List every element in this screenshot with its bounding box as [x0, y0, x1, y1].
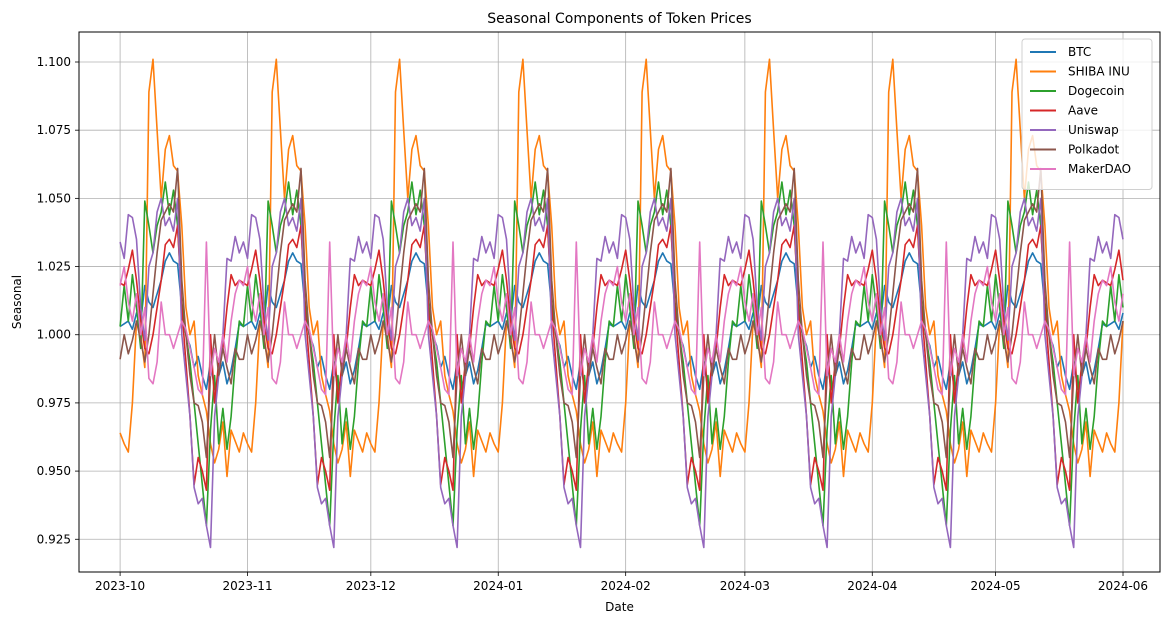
- series-line-aave: [119, 224, 1124, 492]
- y-tick-label: 1.000: [37, 328, 71, 342]
- y-tick-label: 0.975: [37, 396, 71, 410]
- legend-label: SHIBA INU: [1068, 65, 1130, 79]
- legend-label: Dogecoin: [1068, 84, 1124, 98]
- x-tick-label: 2024-01: [473, 579, 523, 593]
- x-tick-label: 2023-12: [346, 579, 396, 593]
- legend-label: MakerDAO: [1068, 162, 1131, 176]
- legend-box: [1021, 38, 1153, 190]
- series-lines: [119, 58, 1124, 549]
- x-tick-label: 2024-04: [847, 579, 897, 593]
- legend: BTC SHIBA INU Dogecoin Aave Uniswap Polkadot M…: [1021, 38, 1153, 190]
- series-line-shiba-inu: [119, 58, 1124, 478]
- series-line-makerdao: [119, 241, 1124, 396]
- x-tick-label: 2024-03: [720, 579, 770, 593]
- legend-item: Dogecoin: [1030, 84, 1124, 98]
- series-line-polkadot: [119, 167, 1124, 459]
- legend-label: Polkadot: [1068, 143, 1120, 157]
- x-tick-label: 2023-10: [95, 579, 145, 593]
- y-tick-label: 0.925: [37, 532, 71, 546]
- y-axis-label: Seasonal: [10, 275, 24, 329]
- legend-item: SHIBA INU: [1030, 65, 1130, 79]
- y-tick-label: 1.025: [37, 260, 71, 274]
- legend-label: BTC: [1068, 45, 1091, 59]
- y-axis-ticks: 0.925 0.950 0.975 1.000 1.025 1.050 1.075 1.100: [37, 55, 79, 546]
- series-line-uniswap: [119, 197, 1124, 549]
- y-tick-label: 1.050: [37, 191, 71, 205]
- legend-item: MakerDAO: [1030, 162, 1131, 176]
- y-tick-label: 0.950: [37, 464, 71, 478]
- x-tick-label: 2024-06: [1098, 579, 1148, 593]
- x-tick-label: 2023-11: [222, 579, 272, 593]
- y-tick-label: 1.075: [37, 123, 71, 137]
- plot-frame: [78, 31, 1161, 573]
- x-tick-label: 2024-02: [601, 579, 651, 593]
- y-tick-label: 1.100: [37, 55, 71, 69]
- x-axis-label: Date: [605, 600, 634, 614]
- x-axis-ticks: 2023-10 2023-11 2023-12 2024-01 2024-02 2024-…: [95, 572, 1148, 593]
- legend-item: Aave: [1030, 104, 1098, 118]
- legend-label: Aave: [1068, 104, 1098, 118]
- legend-item: BTC: [1030, 45, 1091, 59]
- chart-title: Seasonal Components of Token Prices: [487, 11, 751, 27]
- legend-item: Polkadot: [1030, 143, 1120, 157]
- legend-item: Uniswap: [1030, 123, 1119, 137]
- legend-label: Uniswap: [1068, 123, 1119, 137]
- x-tick-label: 2024-05: [971, 579, 1021, 593]
